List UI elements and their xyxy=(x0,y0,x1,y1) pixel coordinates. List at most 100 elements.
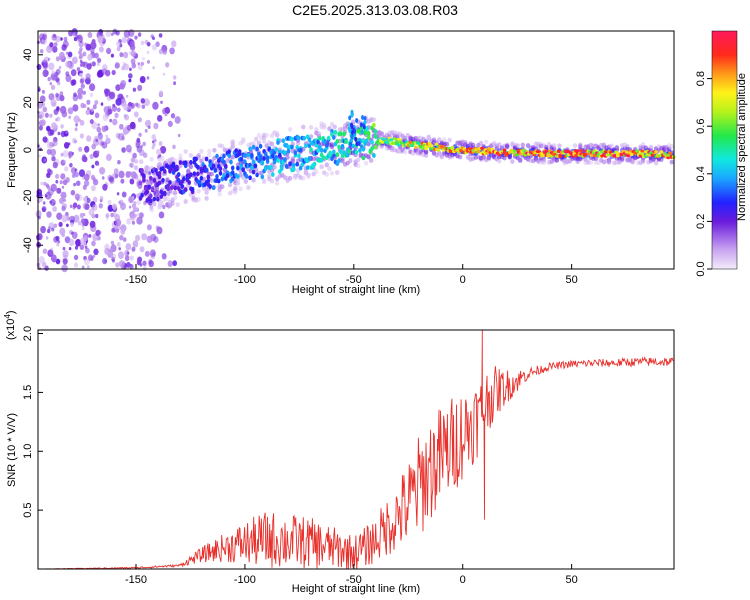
snr-y-tick-label: 2.0 xyxy=(22,326,34,341)
spectrogram-noise-cell xyxy=(115,84,121,91)
spectrogram-noise-cell xyxy=(117,160,121,165)
spectrogram-noise-cell xyxy=(148,171,152,176)
spectrogram-noise-cell xyxy=(153,122,159,130)
spectrogram-noise-cell xyxy=(124,255,130,262)
spectrogram-noise-cell xyxy=(63,198,67,202)
spectrogram-ridge-cell xyxy=(149,193,153,199)
spectrogram-noise-cell xyxy=(92,196,98,203)
spectrogram-noise-cell xyxy=(146,50,150,55)
spectrogram-halo-cell xyxy=(640,142,646,147)
spectrogram-noise-cell xyxy=(52,206,57,212)
spectrogram-ridge-cell xyxy=(281,138,286,144)
spectrogram-noise-cell xyxy=(57,240,61,244)
spectrogram-noise-cell xyxy=(55,56,61,62)
spectrogram-noise-cell xyxy=(42,201,46,205)
spectrogram-noise-cell xyxy=(75,123,78,127)
spectrogram-halo-cell xyxy=(653,160,659,166)
spectrogram-noise-cell xyxy=(61,44,67,51)
spectrogram-noise-cell xyxy=(120,202,126,211)
spectrogram-noise-cell xyxy=(91,143,96,150)
spectrogram-ridge-cell xyxy=(260,174,265,180)
spectrogram-ridge-cell xyxy=(218,166,223,172)
spectrogram-noise-cell xyxy=(144,250,150,257)
spectrogram-noise-cell xyxy=(67,107,74,115)
spectrogram-ridge-cell xyxy=(206,178,211,184)
spectrogram-ridge-cell xyxy=(325,143,329,148)
spectrogram-noise-cell xyxy=(106,47,112,55)
spectrogram-noise-cell xyxy=(155,41,160,47)
spectrogram-noise-cell xyxy=(64,166,69,172)
spectrogram-noise-cell xyxy=(83,196,88,202)
spectrogram-halo-cell xyxy=(332,124,337,130)
spectrogram-noise-cell xyxy=(40,225,46,234)
spectrogram-noise-cell xyxy=(167,260,173,268)
spectrogram-noise-cell xyxy=(118,200,121,205)
spectrogram-noise-cell xyxy=(138,149,145,157)
spectrogram-noise-cell xyxy=(161,253,167,260)
spectrogram-noise-cell xyxy=(35,210,42,218)
spectrogram-noise-cell xyxy=(152,66,155,70)
spectrogram-y-axis-label: Frequency (Hz) xyxy=(6,112,18,188)
spectrogram-halo-cell xyxy=(144,170,149,176)
spectrogram-ridge-cell xyxy=(307,156,312,161)
spectrogram-ridge-cell xyxy=(361,115,364,120)
spectrogram-halo-cell xyxy=(149,207,154,213)
spectrogram-ridge-cell xyxy=(363,130,367,136)
spectrogram-noise-cell xyxy=(145,119,151,128)
spectrogram-ridge-cell xyxy=(633,151,637,155)
spectrogram-ridge-cell xyxy=(283,157,287,163)
snr-y-ticks: 0.5 1.0 1.5 2.0 xyxy=(22,326,43,518)
spectrogram-noise-cell xyxy=(68,115,71,119)
spectrogram-ridge-cell xyxy=(199,175,204,181)
spectrogram-noise-cell xyxy=(136,212,140,217)
spectrogram-halo-cell xyxy=(648,145,654,150)
spectrogram-noise-cell xyxy=(164,112,168,117)
spectrogram-noise-cell xyxy=(42,106,48,113)
spectrogram-noise-cell xyxy=(68,247,72,251)
spectrogram-halo-cell xyxy=(235,179,241,185)
spectrogram-ridge-cell xyxy=(426,145,430,149)
spectrogram-ridge-cell xyxy=(284,164,289,169)
spectrogram-halo-cell xyxy=(366,154,371,160)
spectrogram-ridge-cell xyxy=(351,143,355,149)
colorbar-tick-label: 0.6 xyxy=(695,119,707,134)
spectrogram-ridge-cell xyxy=(582,153,587,157)
spectrogram-ridge-cell xyxy=(264,166,268,172)
colorbar-ticks: 0.0 0.2 0.4 0.6 0.8 xyxy=(695,71,712,277)
spectrogram-noise-cell xyxy=(160,145,167,154)
spectrogram-halo-cell xyxy=(269,178,275,184)
spectrogram-ridge-cell xyxy=(335,139,340,144)
spectrogram-noise-cell xyxy=(105,217,109,221)
spectrogram-ridge-cell xyxy=(264,151,268,157)
spectrogram-noise-cell xyxy=(53,34,56,38)
spectrogram-noise-cell xyxy=(158,141,163,146)
spectrogram-ridge-cell xyxy=(295,161,300,167)
spectrogram-noise-cell xyxy=(58,221,63,228)
spectrogram-ridge-cell xyxy=(150,186,155,192)
spectrogram-noise-cell xyxy=(52,45,58,53)
spectrogram-noise-cell xyxy=(118,247,121,251)
spectrogram-halo-cell xyxy=(614,144,620,150)
spectrogram-noise-cell xyxy=(115,228,120,233)
spectrogram-noise-cell xyxy=(59,51,65,60)
snr-x-tick-label: 0 xyxy=(460,574,466,586)
spectrogram-noise-cell xyxy=(62,250,69,258)
spectrogram-ridge-cell xyxy=(574,154,578,158)
spectrogram-ridge-cell xyxy=(298,147,303,153)
spectrogram-noise-cell xyxy=(105,134,109,139)
spectrogram-noise-cell xyxy=(139,246,145,253)
spectrogram-halo-cell xyxy=(327,166,332,172)
spectrogram-noise-cell xyxy=(95,229,101,237)
spectrogram-noise-cell xyxy=(129,67,132,72)
spectrogram-ridge-cell xyxy=(398,138,402,142)
spectrogram-noise-cell xyxy=(125,171,131,178)
spectrogram-ridge-cell xyxy=(220,176,225,182)
spectrogram-noise-cell xyxy=(171,40,177,48)
spectrogram-y-tick-label: -20 xyxy=(22,190,34,206)
spectrogram-noise-cell xyxy=(146,224,152,231)
spectrogram-noise-cell xyxy=(74,193,80,200)
spectrogram-noise-cell xyxy=(92,177,97,182)
spectrogram-halo-cell xyxy=(160,155,165,161)
spectrogram-noise-cell xyxy=(105,213,110,219)
spectrogram-noise-cell xyxy=(110,244,117,253)
